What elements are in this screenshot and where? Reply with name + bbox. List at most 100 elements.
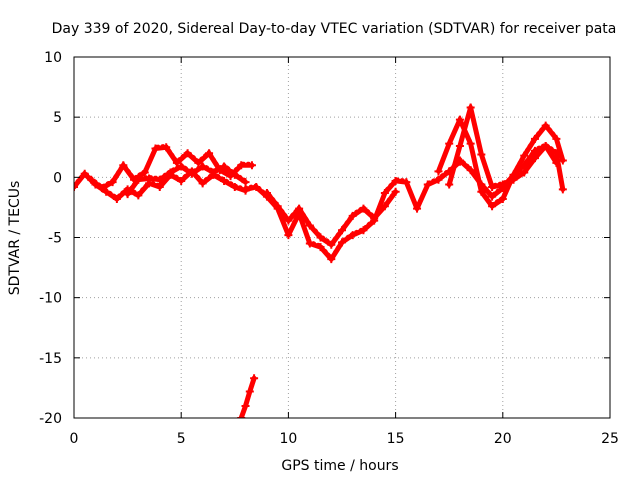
series-marks-satellite-track-7 — [447, 104, 558, 187]
x-tick-label: 20 — [494, 431, 512, 447]
data-point — [530, 146, 539, 155]
data-point — [488, 202, 497, 211]
data-point — [119, 161, 128, 170]
x-tick-label: 15 — [387, 431, 405, 447]
data-point — [166, 168, 175, 177]
data-point — [359, 204, 368, 213]
y-tick-label: 5 — [53, 110, 62, 126]
data-point — [209, 168, 218, 177]
data-point — [80, 169, 89, 178]
y-tick-label: -15 — [39, 351, 62, 367]
data-point — [97, 184, 106, 193]
series-marks-satellite-track-9 — [239, 374, 256, 418]
y-tick-label: 0 — [53, 170, 62, 186]
data-point — [123, 190, 132, 199]
tick-layer: 0 5 10 15 20 25 -20 -15 -10 -5 0 5 10 — [39, 50, 619, 447]
data-point — [520, 161, 529, 170]
data-point — [247, 161, 256, 170]
data-point — [541, 121, 550, 130]
data-point — [250, 374, 259, 383]
data-point — [327, 240, 336, 249]
data-point — [245, 387, 254, 396]
x-tick-label: 10 — [279, 431, 297, 447]
data-point — [552, 149, 561, 158]
data-point — [108, 178, 117, 187]
data-point — [198, 162, 207, 171]
data-point — [134, 175, 143, 184]
data-point — [112, 194, 121, 203]
data-point — [177, 176, 186, 185]
data-point — [498, 184, 507, 193]
data-point — [488, 182, 497, 191]
data-point — [295, 204, 304, 213]
data-point — [134, 191, 143, 200]
data-point — [220, 176, 229, 185]
data-point — [445, 139, 454, 148]
data-point — [241, 401, 250, 410]
data-point — [498, 194, 507, 203]
data-point — [348, 211, 357, 220]
data-point — [391, 176, 400, 185]
y-tick-label: 10 — [44, 50, 62, 66]
data-point — [241, 178, 250, 187]
x-axis-title: GPS time / hours — [281, 458, 398, 474]
data-point — [455, 142, 464, 151]
data-point — [434, 167, 443, 176]
data-point — [177, 162, 186, 171]
data-point — [230, 182, 239, 191]
data-point — [155, 175, 164, 184]
data-point — [466, 139, 475, 148]
data-point — [237, 161, 246, 170]
data-point — [87, 175, 96, 184]
data-point — [230, 170, 239, 179]
chart-title: Day 339 of 2020, Sidereal Day-to-day VTE… — [52, 21, 617, 37]
data-point — [327, 255, 336, 264]
x-tick-label: 25 — [601, 431, 619, 447]
data-point — [102, 187, 111, 196]
data-point — [466, 166, 475, 175]
data-point — [558, 185, 567, 194]
data-point — [187, 169, 196, 178]
data-point — [252, 182, 261, 191]
series-marks-satellite-track-3 — [126, 163, 247, 194]
data-point — [273, 202, 282, 211]
data-point — [241, 185, 250, 194]
data-point — [423, 180, 432, 189]
data-point — [220, 162, 229, 171]
data-point — [445, 180, 454, 189]
data-point — [194, 158, 203, 167]
data-point — [380, 202, 389, 211]
grid-layer — [74, 57, 610, 418]
data-point — [183, 149, 192, 158]
x-tick-label: 5 — [177, 431, 186, 447]
data-point — [198, 179, 207, 188]
series-layer — [74, 103, 567, 418]
data-point — [316, 243, 325, 252]
data-point — [552, 134, 561, 143]
data-point — [541, 142, 550, 151]
data-point — [359, 226, 368, 235]
data-point — [338, 226, 346, 235]
data-point — [338, 238, 346, 247]
data-point — [413, 204, 422, 213]
y-tick-label: -20 — [39, 411, 62, 427]
data-point — [162, 143, 171, 152]
data-point — [155, 182, 164, 191]
data-point — [74, 182, 78, 191]
data-point — [455, 156, 464, 165]
data-point — [237, 414, 246, 418]
data-point — [305, 239, 314, 248]
data-point — [305, 221, 314, 230]
y-tick-label: -5 — [48, 231, 62, 247]
data-point — [348, 231, 357, 240]
series-group — [74, 103, 567, 418]
data-point — [477, 180, 486, 189]
data-point — [530, 134, 539, 143]
data-point — [205, 149, 214, 158]
data-point — [316, 233, 325, 242]
series-marks-satellite-track-2 — [89, 143, 254, 188]
data-point — [402, 178, 411, 187]
data-point — [284, 216, 293, 225]
data-point — [488, 192, 497, 201]
